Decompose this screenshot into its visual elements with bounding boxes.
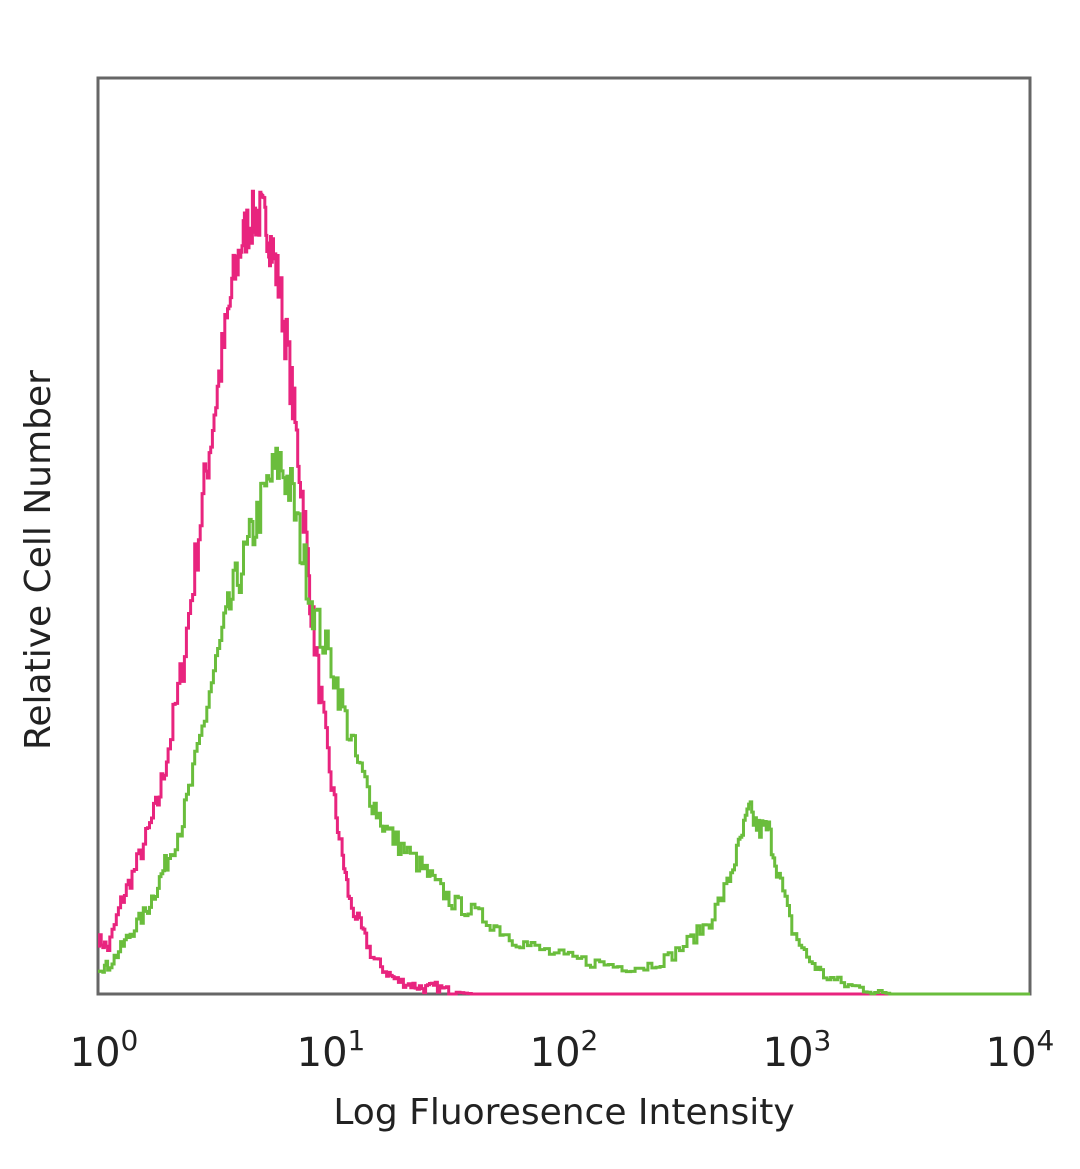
x-tick-label: 101 [297,1024,366,1076]
x-tick-label: 103 [763,1024,832,1076]
histogram-series-2 [98,446,1030,996]
histogram-series-1 [98,189,1030,996]
y-axis-title: Relative Cell Number [18,370,59,750]
x-axis-title: Log Fluoresence Intensity [333,1092,794,1133]
x-tick-labels: 100 101 102 103 104 [70,1024,1055,1076]
plot-frame [96,76,1032,996]
series-layer [98,189,1030,996]
x-tick-label: 102 [530,1024,599,1076]
x-tick-label: 104 [986,1024,1055,1076]
x-tick-label: 100 [70,1024,139,1076]
